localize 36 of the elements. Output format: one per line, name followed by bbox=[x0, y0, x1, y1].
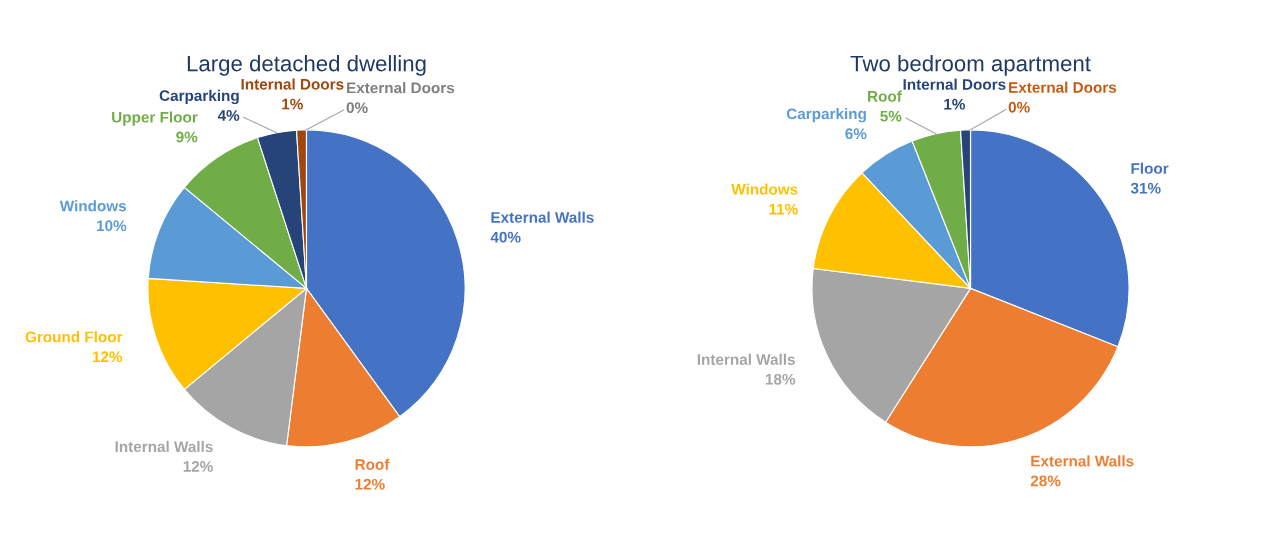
data-label: 12% bbox=[92, 351, 123, 363]
slice-label: Internal Walls bbox=[697, 353, 795, 365]
data-label: 18% bbox=[765, 373, 796, 385]
data-label: 9% bbox=[176, 131, 198, 143]
slice-label: Roof bbox=[868, 90, 902, 102]
slice-label: Carparking bbox=[159, 89, 239, 105]
slice-label: Windows bbox=[59, 200, 127, 212]
category-label: External Doors bbox=[1009, 81, 1117, 93]
chart-title: Large detached dwelling bbox=[187, 55, 426, 76]
slice-label: Ground Floor bbox=[25, 331, 123, 343]
slice-label: Roof bbox=[355, 458, 390, 470]
slice-label: Internal Doors bbox=[903, 78, 1006, 90]
data-label: 11% bbox=[769, 203, 798, 215]
data-label: 1% bbox=[944, 98, 965, 110]
slice-label: Internal Doors bbox=[241, 78, 344, 90]
data-label: 5% bbox=[880, 110, 902, 122]
slice-label: External Walls bbox=[491, 211, 594, 223]
slice-label: Windows bbox=[731, 183, 798, 195]
slice-label: Carparking bbox=[786, 108, 866, 123]
text: 0% bbox=[1008, 101, 1030, 113]
data-label: 12% bbox=[355, 478, 385, 490]
data-label: 1% bbox=[282, 98, 303, 110]
text: 0% bbox=[346, 102, 368, 114]
slice-label: Floor bbox=[1131, 162, 1169, 174]
data-label: 28% bbox=[1030, 475, 1061, 487]
data-label: 31% bbox=[1130, 182, 1161, 194]
chart-title: Two bedroom apartment bbox=[850, 55, 1091, 76]
category-label: External Doors bbox=[347, 82, 455, 94]
slice-label: Internal Walls bbox=[115, 440, 213, 453]
data-label: 6% bbox=[845, 128, 867, 140]
data-label: 12% bbox=[183, 461, 213, 472]
slice-label: External Walls bbox=[1031, 455, 1134, 467]
data-label: 10% bbox=[97, 220, 127, 232]
slice-label: Upper Floor bbox=[112, 111, 198, 126]
data-label: 40% bbox=[490, 231, 521, 243]
data-label: 4% bbox=[217, 110, 240, 121]
